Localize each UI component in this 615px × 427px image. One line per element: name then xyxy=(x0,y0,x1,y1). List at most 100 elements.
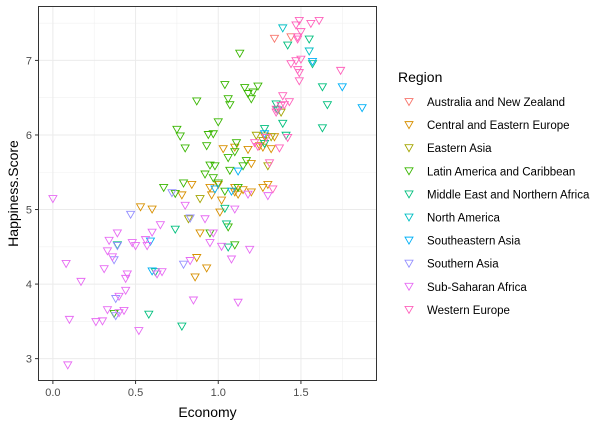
data-point xyxy=(215,208,225,217)
y-tick-label: 3 xyxy=(26,354,32,366)
data-point xyxy=(185,257,195,266)
legend-item: Sub-Saharan Africa xyxy=(404,282,527,294)
data-point xyxy=(208,130,219,139)
x-axis-ticks: 0.0 0.5 1.0 1.5 xyxy=(45,381,309,399)
data-point xyxy=(97,317,108,326)
data-point xyxy=(147,267,157,276)
data-point xyxy=(238,186,248,195)
data-point xyxy=(216,196,227,205)
data-point xyxy=(213,118,224,127)
panel-border xyxy=(38,6,377,381)
data-point xyxy=(76,277,86,287)
data-points xyxy=(48,16,367,370)
legend-item: Central and Eastern Europe xyxy=(404,120,570,132)
data-point xyxy=(180,201,190,211)
data-point xyxy=(175,132,185,141)
data-point xyxy=(253,142,263,152)
data-point xyxy=(91,318,101,327)
data-point xyxy=(268,185,278,194)
data-point xyxy=(205,239,215,248)
legend-label: Southeastern Asia xyxy=(427,236,521,248)
data-point xyxy=(263,192,273,201)
series-group xyxy=(112,35,333,331)
data-point xyxy=(213,179,224,188)
legend-label: Central and Eastern Europe xyxy=(427,120,570,132)
data-point xyxy=(206,191,217,200)
x-tick-label: 1.0 xyxy=(211,387,226,399)
data-point xyxy=(292,33,303,42)
series-group xyxy=(48,190,273,370)
legend-label: Australia and New Zealand xyxy=(427,97,565,109)
data-point xyxy=(205,161,215,170)
data-point xyxy=(314,16,324,26)
data-point xyxy=(304,35,314,44)
data-point xyxy=(230,241,240,250)
legend-items: Australia and New Zealand Central and Eas… xyxy=(404,97,590,317)
data-point xyxy=(120,274,131,284)
data-point xyxy=(294,16,305,26)
data-point xyxy=(226,255,237,264)
data-point xyxy=(120,286,131,296)
data-point xyxy=(180,144,190,153)
data-point xyxy=(177,322,187,331)
x-tick-label: 0.5 xyxy=(128,387,143,399)
data-point xyxy=(178,179,189,188)
data-point xyxy=(223,243,233,252)
data-point xyxy=(233,298,243,308)
data-point xyxy=(284,98,295,107)
legend: Region Australia and New Zealand Central … xyxy=(398,69,590,317)
data-point xyxy=(201,142,212,151)
data-point xyxy=(62,361,73,370)
data-point xyxy=(286,33,296,42)
data-point xyxy=(210,162,220,171)
data-point xyxy=(112,242,123,251)
data-point xyxy=(223,95,233,104)
plot-panel xyxy=(38,6,377,381)
data-point xyxy=(231,139,242,148)
y-tick-label: 4 xyxy=(26,279,32,291)
x-axis-title: Economy xyxy=(178,404,236,420)
data-point xyxy=(239,84,250,93)
data-point xyxy=(246,95,257,104)
series-group xyxy=(249,16,346,194)
data-point xyxy=(112,229,123,238)
data-point xyxy=(187,180,197,190)
data-point xyxy=(241,157,252,166)
legend-label: Sub-Saharan Africa xyxy=(427,282,527,294)
data-point xyxy=(147,205,157,214)
series-group xyxy=(269,33,296,44)
data-point xyxy=(307,57,318,67)
data-point xyxy=(317,83,328,92)
legend-item: North America xyxy=(404,213,500,225)
data-point xyxy=(226,187,237,197)
data-point xyxy=(220,81,230,90)
data-point xyxy=(200,215,210,224)
data-point xyxy=(167,189,177,198)
data-point xyxy=(254,142,265,151)
data-point xyxy=(337,83,348,92)
data-point xyxy=(220,187,230,197)
data-point xyxy=(294,77,305,86)
legend-key-icon xyxy=(404,144,414,153)
data-point xyxy=(279,101,290,110)
data-point xyxy=(195,229,205,238)
legend-key-icon xyxy=(404,190,414,199)
data-point xyxy=(322,101,333,110)
data-point xyxy=(61,260,71,269)
series-group xyxy=(277,24,314,56)
data-point xyxy=(191,254,202,263)
legend-item: Eastern Asia xyxy=(404,143,492,155)
data-point xyxy=(127,239,138,248)
data-point xyxy=(213,180,224,190)
data-point xyxy=(99,265,109,274)
data-point xyxy=(208,229,219,238)
data-point xyxy=(291,57,301,66)
data-point xyxy=(221,220,232,229)
data-point xyxy=(294,69,305,78)
data-point xyxy=(243,145,253,155)
panel-background xyxy=(38,6,377,381)
data-point xyxy=(266,145,276,154)
data-point xyxy=(277,119,288,129)
data-point xyxy=(200,170,210,179)
legend-key-icon xyxy=(404,282,414,292)
